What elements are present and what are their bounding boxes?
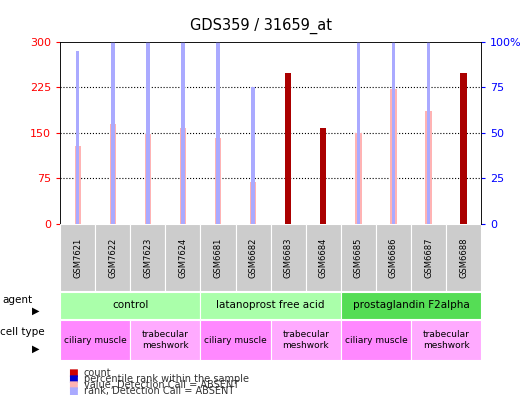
Bar — [446, 224, 481, 291]
Bar — [250, 183, 256, 224]
Text: ciliary muscle: ciliary muscle — [64, 336, 127, 345]
Bar — [320, 128, 326, 224]
Text: latanoprost free acid: latanoprost free acid — [217, 300, 325, 310]
Text: GSM6685: GSM6685 — [354, 237, 363, 278]
Text: GSM7623: GSM7623 — [143, 237, 152, 278]
Text: GSM6687: GSM6687 — [424, 237, 433, 278]
Bar — [271, 224, 306, 291]
Text: control: control — [112, 300, 149, 310]
Bar — [235, 224, 271, 291]
Bar — [95, 224, 130, 291]
Bar — [146, 23, 150, 224]
Bar — [390, 89, 396, 224]
Bar — [306, 224, 341, 291]
Bar — [341, 224, 376, 291]
Bar — [355, 133, 361, 224]
Text: ■: ■ — [68, 386, 78, 396]
Bar — [200, 224, 235, 291]
Text: ciliary muscle: ciliary muscle — [204, 336, 267, 345]
Bar — [341, 292, 481, 319]
Text: ■: ■ — [68, 374, 78, 385]
Text: rank, Detection Call = ABSENT: rank, Detection Call = ABSENT — [84, 386, 234, 396]
Bar — [130, 320, 200, 360]
Text: GSM6686: GSM6686 — [389, 237, 398, 278]
Text: GDS359 / 31659_at: GDS359 / 31659_at — [190, 18, 333, 34]
Text: trabecular
meshwork: trabecular meshwork — [423, 331, 470, 350]
Text: trabecular
meshwork: trabecular meshwork — [142, 331, 189, 350]
Text: ▶: ▶ — [32, 344, 40, 354]
Bar — [341, 320, 411, 360]
Text: GSM6688: GSM6688 — [459, 237, 468, 278]
Bar — [181, 23, 185, 224]
Text: prostaglandin F2alpha: prostaglandin F2alpha — [353, 300, 469, 310]
Text: ciliary muscle: ciliary muscle — [345, 336, 407, 345]
Text: GSM6682: GSM6682 — [248, 237, 258, 278]
Text: value, Detection Call = ABSENT: value, Detection Call = ABSENT — [84, 380, 239, 390]
Text: ■: ■ — [68, 368, 78, 379]
Text: GSM7621: GSM7621 — [73, 237, 82, 278]
Bar — [200, 292, 341, 319]
Bar — [75, 146, 81, 224]
Bar — [60, 292, 200, 319]
Bar — [425, 111, 431, 224]
Text: cell type: cell type — [0, 327, 44, 337]
Text: agent: agent — [3, 295, 33, 305]
Bar — [357, 23, 360, 224]
Bar — [217, 27, 220, 224]
Bar — [111, 27, 115, 224]
Bar — [271, 320, 341, 360]
Bar — [76, 51, 79, 224]
Text: count: count — [84, 368, 111, 379]
Bar — [252, 87, 255, 224]
Text: ■: ■ — [68, 380, 78, 390]
Bar — [215, 137, 221, 224]
Bar — [165, 224, 200, 291]
Bar — [376, 224, 411, 291]
Bar — [110, 124, 116, 224]
Bar — [411, 224, 446, 291]
Bar — [392, 0, 395, 224]
Bar — [200, 320, 271, 360]
Text: GSM6683: GSM6683 — [283, 237, 293, 278]
Bar — [285, 73, 291, 224]
Bar — [180, 128, 186, 224]
Bar — [427, 0, 430, 224]
Bar — [60, 320, 130, 360]
Text: GSM6681: GSM6681 — [213, 237, 222, 278]
Bar — [130, 224, 165, 291]
Text: GSM7624: GSM7624 — [178, 237, 187, 278]
Bar — [460, 73, 467, 224]
Text: GSM6684: GSM6684 — [319, 237, 328, 278]
Text: percentile rank within the sample: percentile rank within the sample — [84, 374, 248, 385]
Bar — [145, 134, 151, 224]
Text: GSM7622: GSM7622 — [108, 237, 117, 278]
Bar — [411, 320, 481, 360]
Bar — [60, 224, 95, 291]
Text: ▶: ▶ — [32, 306, 40, 316]
Text: trabecular
meshwork: trabecular meshwork — [282, 331, 329, 350]
